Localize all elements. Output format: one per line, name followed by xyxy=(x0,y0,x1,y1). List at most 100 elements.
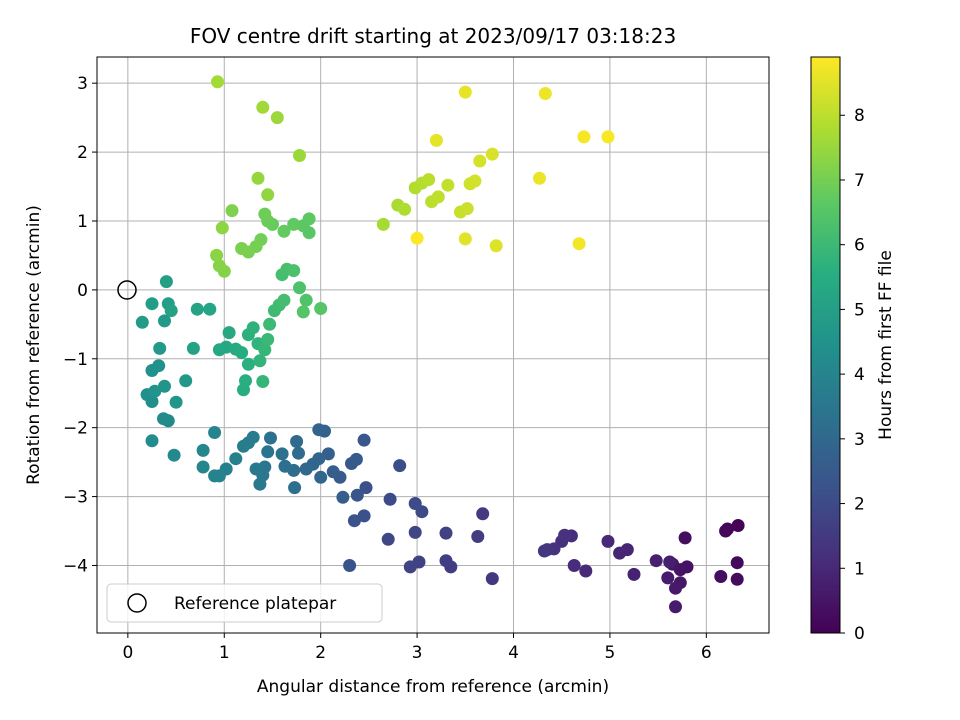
x-axis-ticks: 0 1 2 3 4 5 6 xyxy=(122,633,712,663)
y-axis-ticks: −4 −3 −2 −1 0 1 2 3 xyxy=(63,74,97,576)
data-point xyxy=(203,302,217,316)
data-point xyxy=(229,452,243,466)
data-point xyxy=(253,354,267,368)
data-point xyxy=(261,333,275,346)
reference-platepar-marker xyxy=(117,280,137,300)
data-point xyxy=(538,87,552,100)
y-tick-label: −1 xyxy=(63,350,88,370)
data-point xyxy=(381,532,395,546)
data-point xyxy=(458,85,472,99)
data-point xyxy=(383,492,397,506)
data-point xyxy=(169,395,183,409)
data-point xyxy=(314,470,328,484)
data-point xyxy=(350,488,364,502)
y-tick-label: −3 xyxy=(63,488,88,508)
data-point xyxy=(730,556,744,570)
data-point xyxy=(349,452,363,466)
data-point xyxy=(730,572,744,586)
data-point xyxy=(153,341,167,355)
data-point xyxy=(299,293,313,307)
data-point xyxy=(393,459,407,473)
y-tick-label: 0 xyxy=(77,281,88,301)
data-point xyxy=(278,459,292,473)
y-tick-label: −4 xyxy=(63,556,88,576)
data-point xyxy=(314,302,328,315)
data-point xyxy=(253,477,267,491)
data-point xyxy=(148,384,162,398)
data-point xyxy=(468,174,482,188)
plot-frame xyxy=(96,56,770,634)
y-tick-label: −2 xyxy=(63,419,88,439)
x-tick-label: 5 xyxy=(605,643,616,663)
colorbar-tick-label: 8 xyxy=(854,106,865,126)
x-tick-label: 4 xyxy=(508,643,519,663)
data-point xyxy=(208,469,222,483)
colorbar-tick-label: 1 xyxy=(854,559,865,579)
data-point xyxy=(264,431,277,445)
data-point xyxy=(237,439,250,453)
data-point xyxy=(167,448,181,462)
data-point xyxy=(287,217,301,231)
data-point xyxy=(439,526,453,540)
data-point xyxy=(431,190,445,204)
y-tick-label: 1 xyxy=(77,212,88,232)
data-point xyxy=(186,341,200,355)
data-point xyxy=(567,559,581,572)
data-point xyxy=(473,154,487,168)
data-point xyxy=(225,204,239,218)
data-point xyxy=(158,314,171,328)
data-point xyxy=(258,207,272,221)
data-point xyxy=(261,445,275,459)
data-point xyxy=(485,147,499,161)
data-point xyxy=(302,212,316,226)
data-point xyxy=(533,171,546,185)
x-tick-label: 1 xyxy=(219,643,230,663)
data-point xyxy=(212,259,226,273)
data-point xyxy=(731,519,745,532)
chart-title: FOV centre drift starting at 2023/09/17 … xyxy=(190,24,676,48)
x-tick-label: 3 xyxy=(412,643,423,663)
data-point xyxy=(485,572,499,586)
data-points xyxy=(135,75,745,614)
data-point xyxy=(577,130,591,144)
data-point xyxy=(135,315,149,329)
colorbar-tick-label: 5 xyxy=(854,300,865,320)
colorbar-ticks: 0 1 2 3 4 5 6 7 8 xyxy=(840,106,865,644)
data-point xyxy=(290,435,304,448)
data-point xyxy=(669,581,682,595)
data-point xyxy=(661,571,675,585)
x-tick-label: 6 xyxy=(701,643,712,663)
colorbar-tick-label: 3 xyxy=(854,430,865,450)
data-point xyxy=(246,321,260,335)
data-point xyxy=(299,462,313,476)
colorbar-tick-label: 2 xyxy=(854,495,865,515)
data-point xyxy=(159,275,173,289)
data-point xyxy=(211,75,224,89)
data-point xyxy=(222,326,236,340)
data-point xyxy=(196,460,210,474)
data-point xyxy=(669,600,682,614)
data-point xyxy=(275,447,289,461)
data-point xyxy=(376,217,390,231)
data-point xyxy=(249,462,263,476)
data-point xyxy=(719,524,733,538)
data-point xyxy=(357,433,371,447)
data-point xyxy=(196,443,210,457)
data-point xyxy=(326,465,340,479)
data-point xyxy=(288,481,302,495)
legend-frame xyxy=(106,583,383,623)
data-point xyxy=(210,248,224,262)
data-point xyxy=(235,242,249,255)
y-tick-label: 2 xyxy=(77,143,88,163)
x-tick-label: 0 xyxy=(122,643,133,663)
data-point xyxy=(312,423,326,437)
data-point xyxy=(347,514,361,528)
data-point xyxy=(241,357,255,371)
y-axis-label: Rotation from reference (arcmin) xyxy=(24,205,44,485)
data-point xyxy=(558,528,572,542)
colorbar-label: Hours from first FF file xyxy=(876,250,896,440)
data-point xyxy=(476,507,490,521)
colorbar: 0 1 2 3 4 5 6 7 8 Hours from first FF file xyxy=(810,56,896,644)
x-axis-label: Angular distance from reference (arcmin) xyxy=(257,677,609,697)
